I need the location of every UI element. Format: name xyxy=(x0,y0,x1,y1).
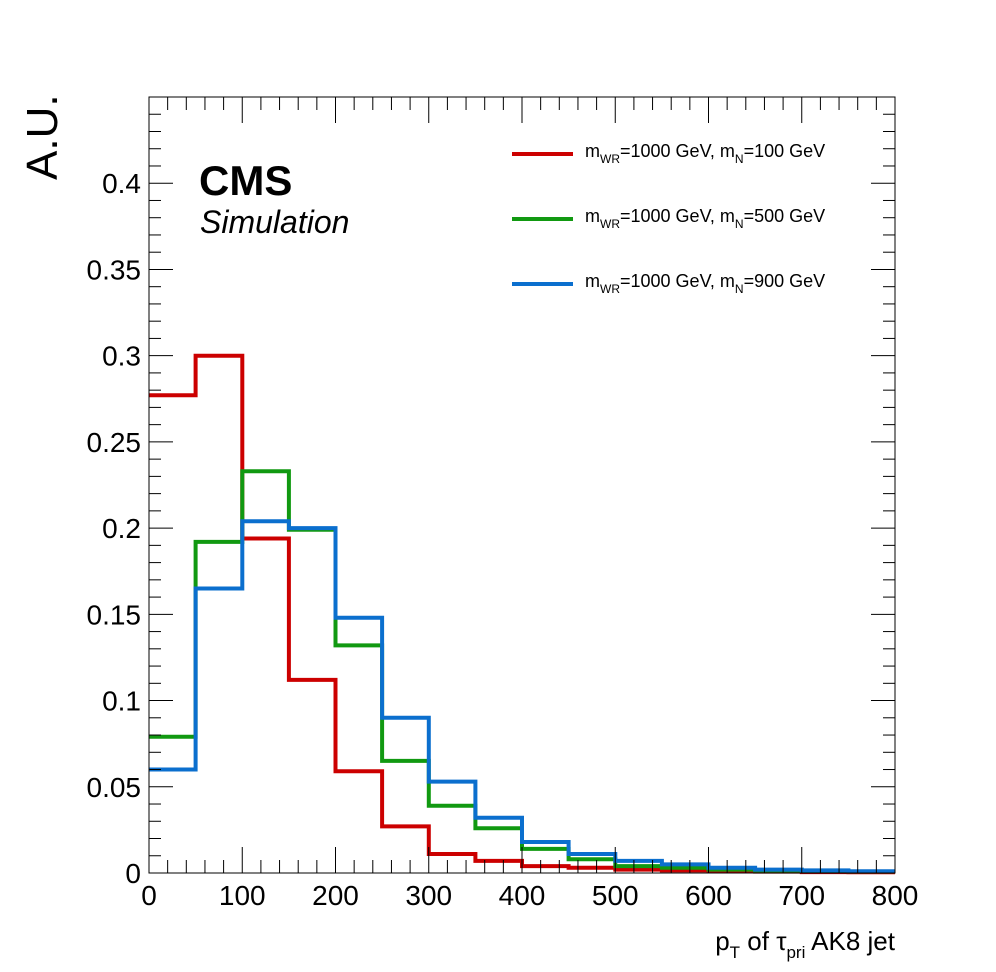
axis-ticks xyxy=(148,96,896,874)
legend: mWR=1000 GeV, mN=100 GeV mWR=1000 GeV, mN… xyxy=(512,141,825,296)
x-tick-label: 700 xyxy=(778,880,825,911)
x-tick-label: 0 xyxy=(141,880,157,911)
x-tick-label: 600 xyxy=(685,880,732,911)
x-tick-label: 500 xyxy=(592,880,639,911)
histogram-series-group xyxy=(149,353,895,875)
x-tick-label: 800 xyxy=(872,880,919,911)
y-tick-label: 0 xyxy=(125,858,141,889)
tick-labels: 0 100 200 300 400 500 600 700 800 0 0.05 0.1 0.15 0.2… xyxy=(87,168,919,911)
y-tick-label: 0.35 xyxy=(87,254,142,285)
series-1-histogram xyxy=(149,353,895,875)
legend-label-2: mWR=1000 GeV, mN=500 GeV xyxy=(585,206,825,231)
plot-frame xyxy=(148,96,896,874)
legend-label-1: mWR=1000 GeV, mN=100 GeV xyxy=(585,141,825,166)
x-tick-label: 200 xyxy=(312,880,359,911)
simulation-label: Simulation xyxy=(200,204,349,240)
cms-label: CMS xyxy=(199,157,292,204)
series-3-histogram xyxy=(149,519,895,874)
y-tick-label: 0.05 xyxy=(87,772,142,803)
y-tick-label: 0.3 xyxy=(102,341,141,372)
y-tick-label: 0.1 xyxy=(102,686,141,717)
y-tick-label: 0.4 xyxy=(102,168,141,199)
x-tick-label: 400 xyxy=(499,880,546,911)
legend-label-3: mWR=1000 GeV, mN=900 GeV xyxy=(585,271,825,296)
x-tick-label: 300 xyxy=(405,880,452,911)
x-tick-label: 100 xyxy=(219,880,266,911)
y-tick-label: 0.15 xyxy=(87,599,142,630)
x-axis-label: pT of τpri AK8 jet xyxy=(715,926,896,962)
y-axis-label: A.U. xyxy=(18,94,67,180)
y-tick-label: 0.25 xyxy=(87,427,142,458)
y-tick-label: 0.2 xyxy=(102,513,141,544)
series-2-histogram xyxy=(149,469,895,874)
